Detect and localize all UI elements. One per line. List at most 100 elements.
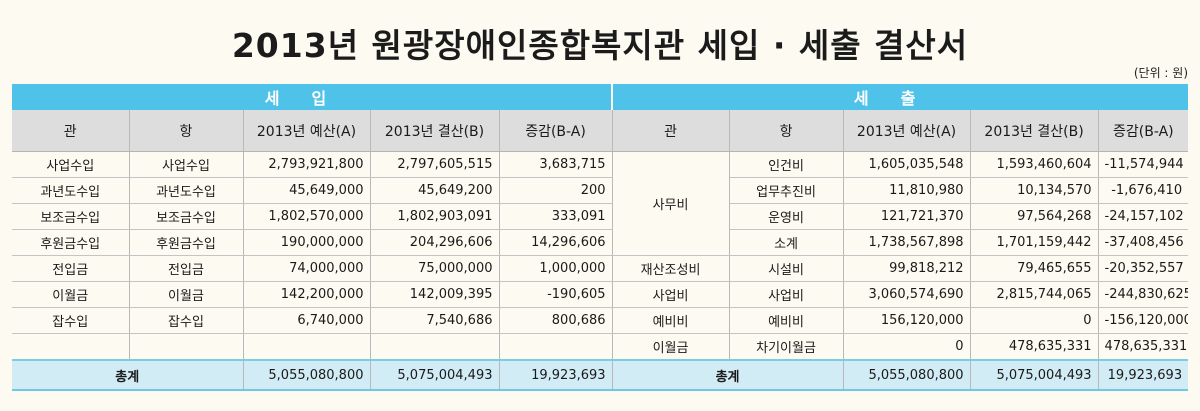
- expense-item: 차기이월금: [729, 333, 844, 361]
- page-title: 2013년 원광장애인종합복지관 세입 · 세출 결산서: [231, 26, 969, 65]
- table-row: 보조금수입 보조금수입 1,802,570,000 1,802,903,091 …: [12, 203, 1189, 230]
- expense-budget: 99,818,212: [843, 255, 971, 282]
- expense-budget: 1,738,567,898: [843, 229, 971, 256]
- expense-diff: -20,352,557: [1098, 255, 1189, 282]
- income-budget: 142,200,000: [243, 281, 371, 308]
- expense-actual: 2,815,744,065: [970, 281, 1099, 308]
- income-category: [12, 333, 130, 361]
- expense-actual: 97,564,268: [970, 203, 1099, 230]
- table-row: 후원금수입 후원금수입 190,000,000 204,296,606 14,2…: [12, 229, 1189, 256]
- expense-actual: 79,465,655: [970, 255, 1099, 282]
- expense-actual: 1,701,159,442: [970, 229, 1099, 256]
- table-row: 사업수입 사업수입 2,793,921,800 2,797,605,515 3,…: [12, 151, 1189, 256]
- expense-item: 시설비: [729, 255, 844, 282]
- column-header: 2013년 예산(A): [243, 110, 371, 152]
- expense-category: 예비비: [612, 307, 730, 334]
- income-budget: 45,649,000: [243, 177, 371, 204]
- expense-category: 재산조성비: [612, 255, 730, 282]
- income-budget: 1,802,570,000: [243, 203, 371, 230]
- expense-diff: -24,157,102: [1098, 203, 1189, 230]
- table-row: 이월금 차기이월금 0 478,635,331 478,635,331: [12, 333, 1189, 361]
- income-budget: 74,000,000: [243, 255, 371, 282]
- settlement-table: 세입 세출 관 항 2013년 예산(A) 2013년 결산(B) 증감(B-A…: [12, 84, 1189, 391]
- expense-item: 인건비: [729, 151, 844, 178]
- income-item: 이월금: [129, 281, 244, 308]
- income-item: 잡수입: [129, 307, 244, 334]
- expense-total-diff: 19,923,693: [1098, 359, 1189, 391]
- income-category: 과년도수입: [12, 177, 130, 204]
- income-actual: 204,296,606: [370, 229, 500, 256]
- column-header: 증감(B-A): [499, 110, 613, 152]
- expense-diff: -156,120,000: [1098, 307, 1189, 334]
- income-diff: 1,000,000: [499, 255, 613, 282]
- expense-diff: -1,676,410: [1098, 177, 1189, 204]
- income-category: 사업수입: [12, 151, 130, 178]
- income-actual: 142,009,395: [370, 281, 500, 308]
- expense-actual: 0: [970, 307, 1099, 334]
- expense-section-header: 세출: [612, 84, 1189, 110]
- expense-actual: 10,134,570: [970, 177, 1099, 204]
- income-total-label: 총계: [12, 359, 244, 391]
- expense-diff: -11,574,944: [1098, 151, 1189, 178]
- income-actual: 45,649,200: [370, 177, 500, 204]
- expense-total-actual: 5,075,004,493: [970, 359, 1099, 391]
- expense-budget: 0: [843, 333, 971, 361]
- table-row: 과년도수입 과년도수입 45,649,000 45,649,200 200 업무…: [12, 177, 1189, 204]
- table-row: 전입금 전입금 74,000,000 75,000,000 1,000,000 …: [12, 255, 1189, 282]
- column-header: 2013년 결산(B): [370, 110, 500, 152]
- expense-budget: 3,060,574,690: [843, 281, 971, 308]
- income-diff: 14,296,606: [499, 229, 613, 256]
- income-total-diff: 19,923,693: [499, 359, 613, 391]
- unit-label: (단위 : 원): [1133, 66, 1188, 80]
- table-row: 이월금 이월금 142,200,000 142,009,395 -190,605…: [12, 281, 1189, 308]
- income-item: [129, 333, 244, 361]
- income-budget: 2,793,921,800: [243, 151, 371, 178]
- income-category: 후원금수입: [12, 229, 130, 256]
- income-budget: [243, 333, 371, 361]
- income-actual: 2,797,605,515: [370, 151, 500, 178]
- income-actual: 75,000,000: [370, 255, 500, 282]
- income-diff: -190,605: [499, 281, 613, 308]
- expense-actual: 478,635,331: [970, 333, 1099, 361]
- column-header: 2013년 결산(B): [970, 110, 1099, 152]
- column-header-row: 관 항 2013년 예산(A) 2013년 결산(B) 증감(B-A) 관 항 …: [12, 110, 1189, 152]
- income-diff: 333,091: [499, 203, 613, 230]
- income-item: 보조금수입: [129, 203, 244, 230]
- income-diff: [499, 333, 613, 361]
- column-header: 항: [129, 110, 244, 152]
- income-item: 사업수입: [129, 151, 244, 178]
- expense-actual: 1,593,460,604: [970, 151, 1099, 178]
- expense-budget: 11,810,980: [843, 177, 971, 204]
- income-actual: [370, 333, 500, 361]
- expense-category: 사업비: [612, 281, 730, 308]
- income-item: 과년도수입: [129, 177, 244, 204]
- income-diff: 3,683,715: [499, 151, 613, 178]
- expense-item: 사업비: [729, 281, 844, 308]
- income-item: 후원금수입: [129, 229, 244, 256]
- expense-budget: 121,721,370: [843, 203, 971, 230]
- expense-total-budget: 5,055,080,800: [843, 359, 971, 391]
- expense-diff: -37,408,456: [1098, 229, 1189, 256]
- column-header: 증감(B-A): [1098, 110, 1189, 152]
- income-section-header: 세입: [12, 84, 614, 110]
- expense-budget: 156,120,000: [843, 307, 971, 334]
- expense-item: 소계: [729, 229, 844, 256]
- expense-item: 운영비: [729, 203, 844, 230]
- column-header: 항: [729, 110, 844, 152]
- expense-category: 이월금: [612, 333, 730, 361]
- expense-item: 예비비: [729, 307, 844, 334]
- income-budget: 6,740,000: [243, 307, 371, 334]
- column-header: 관: [612, 110, 730, 152]
- income-category: 이월금: [12, 281, 130, 308]
- income-diff: 200: [499, 177, 613, 204]
- income-total-budget: 5,055,080,800: [243, 359, 371, 391]
- expense-item: 업무추진비: [729, 177, 844, 204]
- expense-total-label: 총계: [612, 359, 844, 391]
- income-actual: 7,540,686: [370, 307, 500, 334]
- income-actual: 1,802,903,091: [370, 203, 500, 230]
- income-diff: 800,686: [499, 307, 613, 334]
- income-category: 전입금: [12, 255, 130, 282]
- expense-diff: -244,830,625: [1098, 281, 1189, 308]
- expense-budget: 1,605,035,548: [843, 151, 971, 178]
- column-header: 관: [12, 110, 130, 152]
